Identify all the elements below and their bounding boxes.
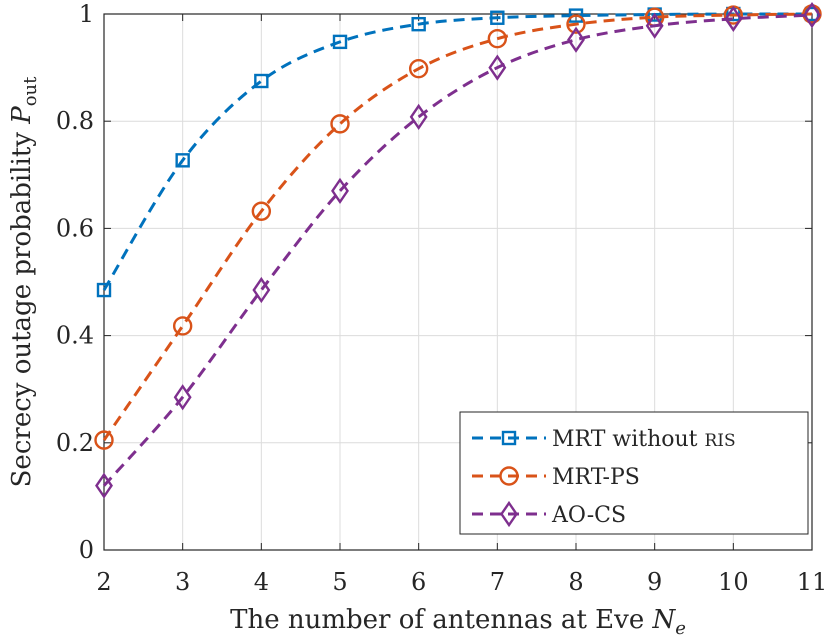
data-point-mrt-without-ris [568, 8, 584, 23]
legend: MRT without RIS MRT-PS AO-CS [459, 411, 809, 535]
data-point-ao-cs [645, 12, 664, 39]
data-point-mrt-without-ris [411, 16, 426, 32]
data-point-ao-cs [173, 384, 192, 411]
legend-marker-mrt-without-ris [501, 430, 517, 446]
x-tick-label: 10 [718, 568, 749, 596]
data-point-ao-cs [724, 5, 743, 32]
legend-entry-ao-cs: AO-CS [472, 500, 626, 528]
data-point-ao-cs [331, 177, 349, 205]
series-line-mrt-ps [102, 12, 813, 441]
series-layer [94, 1, 822, 499]
x-tick-label: 3 [175, 568, 190, 596]
legend-entry-mrt-ps: MRT-PS [472, 465, 640, 490]
data-point-mrt-without-ris [96, 282, 112, 298]
data-point-ao-cs [95, 472, 113, 499]
data-point-mrt-without-ris [332, 34, 348, 50]
data-point-ao-cs [803, 1, 821, 29]
series-ao-cs [95, 1, 821, 499]
x-tick-label: 6 [411, 568, 426, 596]
x-tick-label: 5 [332, 568, 347, 596]
legend-label-mrt-without-ris: MRT without RIS [552, 427, 736, 452]
data-point-mrt-without-ris [490, 10, 505, 25]
data-point-mrt-ps [251, 201, 272, 221]
data-point-mrt-ps [330, 114, 350, 134]
data-point-mrt-ps [566, 14, 586, 34]
data-point-mrt-ps [172, 316, 193, 336]
axis-ticks: 2 3 4 5 6 7 8 9 10 11 0 0.2 0.4 0.6 0.8 1 [56, 0, 827, 596]
plot-frame [103, 13, 813, 551]
data-point-ao-cs [409, 103, 428, 131]
data-point-ao-cs [252, 276, 271, 304]
legend-marker-ao-cs [500, 500, 518, 528]
y-tick-label: 0.4 [56, 322, 94, 350]
x-tick-label: 2 [96, 568, 111, 596]
data-point-mrt-without-ris [175, 153, 190, 168]
y-tick-label: 0.2 [56, 429, 94, 457]
data-point-mrt-ps [94, 430, 114, 450]
data-point-mrt-ps [408, 58, 429, 79]
y-tick-label: 0.8 [56, 107, 94, 135]
y-tick-label: 0.6 [56, 214, 94, 242]
y-tick-label: 0 [79, 536, 94, 564]
data-point-ao-cs [567, 26, 585, 53]
x-tick-label: 11 [797, 568, 828, 596]
legend-label-mrt-ps: MRT-PS [552, 465, 640, 490]
x-tick-label: 4 [254, 568, 269, 596]
x-axis-label: The number of antennas at Eve Ne [230, 605, 686, 639]
series-mrt-ps [94, 4, 822, 450]
legend-label-ao-cs: AO-CS [551, 503, 626, 528]
legend-marker-mrt-ps [499, 466, 519, 486]
data-point-mrt-ps [487, 28, 508, 49]
series-line-mrt-without-ris [102, 12, 813, 291]
x-tick-label: 9 [647, 568, 662, 596]
data-point-mrt-without-ris [254, 73, 269, 89]
legend-entry-mrt-without-ris: MRT without RIS [472, 427, 736, 452]
x-tick-label: 7 [490, 568, 505, 596]
y-tick-label: 1 [79, 0, 94, 28]
data-point-ao-cs [488, 54, 507, 81]
x-tick-label: 8 [568, 568, 583, 596]
y-axis-label: Secrecy outage probability Pout [7, 76, 41, 488]
